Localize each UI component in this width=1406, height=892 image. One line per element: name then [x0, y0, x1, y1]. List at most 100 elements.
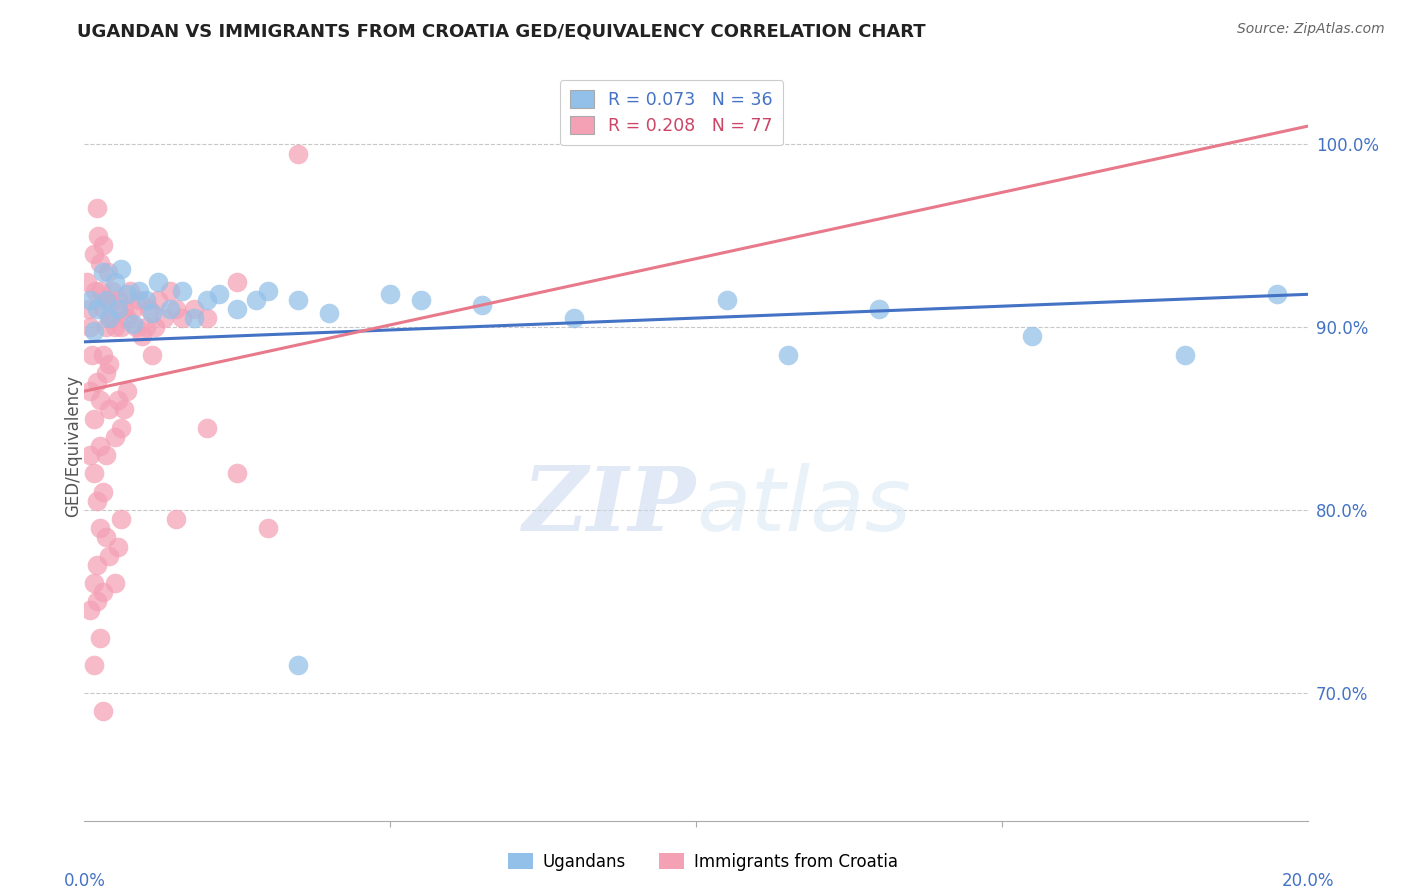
- Point: [79, 603, 101, 617]
- Point: [97, 549, 120, 563]
- Point: [146, 293, 169, 307]
- Point: [146, 275, 169, 289]
- Point: [83, 467, 105, 481]
- Point: [89, 521, 111, 535]
- Point: [110, 261, 132, 276]
- Point: [90, 284, 112, 298]
- Legend: Ugandans, Immigrants from Croatia: Ugandans, Immigrants from Croatia: [499, 845, 907, 880]
- Point: [257, 521, 280, 535]
- Point: [257, 284, 280, 298]
- Legend: R = 0.073   N = 36, R = 0.208   N = 77: R = 0.073 N = 36, R = 0.208 N = 77: [560, 80, 783, 145]
- Point: [76, 275, 98, 289]
- Point: [122, 301, 145, 316]
- Point: [115, 287, 138, 301]
- Point: [128, 293, 150, 307]
- Point: [716, 293, 738, 307]
- Point: [107, 293, 129, 307]
- Point: [869, 301, 891, 316]
- Point: [112, 402, 135, 417]
- Point: [107, 540, 129, 554]
- Text: Source: ZipAtlas.com: Source: ZipAtlas.com: [1237, 22, 1385, 37]
- Point: [131, 329, 153, 343]
- Point: [776, 348, 799, 362]
- Point: [141, 305, 163, 319]
- Point: [110, 320, 132, 334]
- Point: [1021, 329, 1043, 343]
- Point: [89, 256, 111, 270]
- Point: [97, 357, 120, 371]
- Point: [104, 576, 127, 591]
- Point: [79, 448, 101, 462]
- Point: [409, 293, 432, 307]
- Point: [94, 448, 117, 462]
- Point: [101, 284, 124, 298]
- Point: [89, 393, 111, 408]
- Point: [89, 439, 111, 453]
- Point: [245, 293, 267, 307]
- Point: [143, 320, 166, 334]
- Point: [125, 320, 148, 334]
- Point: [83, 411, 105, 425]
- Point: [83, 658, 105, 673]
- Point: [172, 284, 194, 298]
- Point: [318, 305, 340, 319]
- Point: [1265, 287, 1288, 301]
- Y-axis label: GED/Equivalency: GED/Equivalency: [65, 375, 82, 517]
- Point: [97, 311, 120, 326]
- Point: [77, 301, 100, 316]
- Point: [226, 301, 249, 316]
- Point: [153, 311, 176, 326]
- Point: [79, 293, 101, 307]
- Point: [80, 348, 103, 362]
- Point: [183, 311, 205, 326]
- Text: atlas: atlas: [696, 463, 911, 549]
- Point: [98, 311, 121, 326]
- Point: [110, 421, 132, 435]
- Point: [122, 317, 145, 331]
- Point: [84, 284, 107, 298]
- Point: [91, 585, 114, 599]
- Point: [115, 384, 138, 399]
- Point: [110, 512, 132, 526]
- Point: [83, 247, 105, 261]
- Point: [94, 366, 117, 380]
- Point: [79, 384, 101, 399]
- Point: [86, 301, 108, 316]
- Point: [1174, 348, 1197, 362]
- Text: UGANDAN VS IMMIGRANTS FROM CROATIA GED/EQUIVALENCY CORRELATION CHART: UGANDAN VS IMMIGRANTS FROM CROATIA GED/E…: [77, 22, 927, 40]
- Point: [165, 301, 187, 316]
- Point: [120, 284, 142, 298]
- Point: [165, 512, 187, 526]
- Point: [104, 275, 127, 289]
- Point: [195, 293, 218, 307]
- Point: [226, 467, 249, 481]
- Point: [91, 265, 114, 279]
- Point: [86, 594, 108, 608]
- Point: [380, 287, 402, 301]
- Point: [91, 348, 114, 362]
- Point: [107, 301, 129, 316]
- Point: [97, 293, 120, 307]
- Point: [91, 484, 114, 499]
- Point: [104, 320, 127, 334]
- Point: [128, 284, 150, 298]
- Point: [86, 375, 108, 389]
- Point: [104, 430, 127, 444]
- Text: 0.0%: 0.0%: [63, 871, 105, 890]
- Point: [172, 311, 194, 326]
- Point: [94, 293, 117, 307]
- Point: [287, 293, 309, 307]
- Point: [79, 320, 101, 334]
- Point: [91, 704, 114, 718]
- Point: [83, 324, 105, 338]
- Point: [287, 146, 309, 161]
- Point: [97, 402, 120, 417]
- Point: [91, 238, 114, 252]
- Point: [93, 301, 115, 316]
- Point: [141, 348, 163, 362]
- Point: [107, 393, 129, 408]
- Point: [287, 658, 309, 673]
- Point: [83, 576, 105, 591]
- Point: [135, 320, 157, 334]
- Point: [138, 301, 160, 316]
